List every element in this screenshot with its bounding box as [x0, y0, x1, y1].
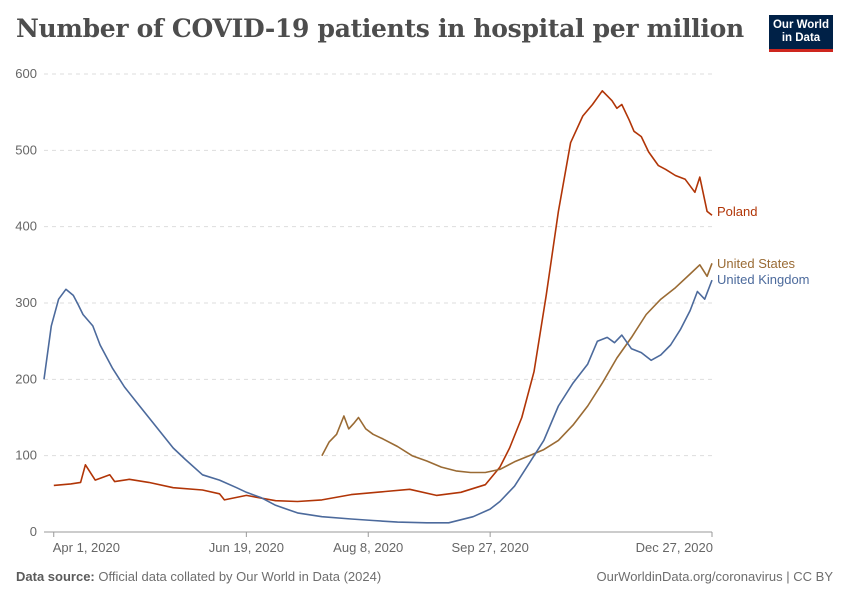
series-line-united_kingdom: [43, 279, 713, 524]
y-tick-label: 0: [30, 524, 37, 539]
series-label-poland: Poland: [717, 204, 757, 219]
source-url-link[interactable]: OurWorldinData.org/coronavirus | CC BY: [596, 569, 833, 584]
grid-lines: [44, 73, 712, 533]
logo-line-1: Our World: [772, 19, 829, 31]
data-source-text: Official data collated by Our World in D…: [98, 569, 382, 584]
series-line-united_states: [321, 263, 713, 474]
x-tick-label: Dec 27, 2020: [636, 540, 713, 555]
owid-logo[interactable]: Our World in Data: [769, 15, 833, 52]
series-label-united_kingdom: United Kingdom: [717, 272, 810, 287]
y-tick-label: 200: [15, 371, 37, 386]
x-tick-label: Apr 1, 2020: [53, 540, 120, 555]
y-tick-labels: 0 100 200 300 400 500 600: [15, 66, 37, 539]
series-line-poland: [53, 90, 713, 503]
data-source: Data source: Official data collated by O…: [16, 569, 381, 584]
chart-title: Number of COVID-19 patients in hospital …: [16, 14, 744, 43]
y-tick-label: 100: [15, 448, 37, 463]
series-label-united_states: United States: [717, 256, 796, 271]
y-tick-label: 300: [15, 295, 37, 310]
y-tick-label: 600: [15, 66, 37, 81]
logo-line-2: in Data: [781, 32, 821, 44]
x-tick-label: Aug 8, 2020: [333, 540, 403, 555]
y-tick-label: 500: [15, 142, 37, 157]
x-tick-labels: Apr 1, 2020 Jun 19, 2020 Aug 8, 2020 Sep 27…: [53, 532, 713, 555]
data-source-label: Data source:: [16, 569, 95, 584]
x-tick-label: Sep 27, 2020: [451, 540, 528, 555]
x-tick-label: Jun 19, 2020: [209, 540, 284, 555]
series-lines: [43, 90, 713, 524]
y-tick-label: 400: [15, 219, 37, 234]
